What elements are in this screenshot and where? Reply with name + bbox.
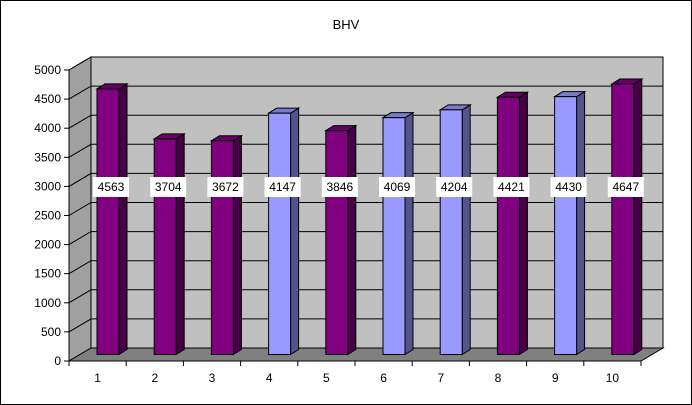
data-label: 3846 xyxy=(321,177,358,197)
bar xyxy=(438,103,472,356)
chart-title: BHV xyxy=(333,17,360,32)
x-tick-label: 10 xyxy=(606,371,620,385)
x-tick-label: 9 xyxy=(552,371,559,385)
data-label: 4647 xyxy=(607,177,644,197)
gridline xyxy=(68,260,663,275)
gridline xyxy=(68,85,663,100)
bar xyxy=(152,133,186,356)
bar xyxy=(266,107,301,356)
x-tick-label: 6 xyxy=(380,371,387,385)
gridline xyxy=(68,202,663,216)
gridline xyxy=(68,318,663,333)
y-tick-label: 3000 xyxy=(34,179,61,193)
bar-front xyxy=(611,83,635,356)
data-labels: 4563 3704 3672 4147 3846 4069 4204 4421 4430 4647 xyxy=(93,177,644,197)
data-label: 4430 xyxy=(550,177,587,197)
gridline xyxy=(68,289,663,304)
bar xyxy=(381,111,415,356)
y-tick-label: 1000 xyxy=(34,296,61,310)
x-tick-label: 4 xyxy=(266,371,273,385)
bar-side xyxy=(118,83,128,356)
y-tick-label: 4500 xyxy=(34,92,61,106)
data-label: 3672 xyxy=(207,177,244,197)
x-tick-label: 1 xyxy=(94,371,101,385)
bar xyxy=(209,134,244,356)
bar-side xyxy=(232,134,242,356)
x-tick-label: 5 xyxy=(323,371,330,385)
data-label-box xyxy=(436,177,473,197)
data-label-value: 4147 xyxy=(269,180,296,194)
data-label-box xyxy=(550,177,587,197)
bar-front xyxy=(210,140,234,355)
y-tick-label: 5000 xyxy=(34,63,61,77)
bar-side xyxy=(576,90,586,356)
x-tick-label: 3 xyxy=(209,371,216,385)
bar-front xyxy=(496,96,520,355)
data-label-value: 4647 xyxy=(612,180,639,194)
gridline xyxy=(68,56,663,71)
x-tick-label: 2 xyxy=(151,371,158,385)
data-label-box xyxy=(321,177,358,197)
data-label-value: 4204 xyxy=(441,180,468,194)
bar-side xyxy=(347,124,357,356)
y-tick-label: 2000 xyxy=(34,238,61,252)
data-label-box xyxy=(607,177,644,197)
x-tick-label: 7 xyxy=(437,371,444,385)
bar xyxy=(495,91,530,356)
bar xyxy=(95,83,129,356)
bar-side xyxy=(404,111,414,356)
data-label-value: 4430 xyxy=(555,180,582,194)
data-label-box xyxy=(264,177,301,197)
gridline xyxy=(68,143,663,158)
data-label: 4147 xyxy=(264,177,301,197)
y-tick-label: 3500 xyxy=(34,150,61,164)
gridline xyxy=(68,172,663,187)
data-label-box xyxy=(93,177,129,197)
bar-front xyxy=(96,88,120,355)
bar-front xyxy=(382,117,406,355)
data-label: 4421 xyxy=(493,177,530,197)
x-tick-label: 8 xyxy=(495,371,502,385)
data-label: 4204 xyxy=(436,177,473,197)
bar-front xyxy=(439,109,463,356)
data-label: 3704 xyxy=(150,177,187,197)
bar-side xyxy=(633,78,643,356)
gridline xyxy=(68,114,663,129)
y-tick-label: 4000 xyxy=(34,121,61,135)
bar-side xyxy=(518,91,528,356)
bar xyxy=(552,90,587,356)
y-tick-label: 2500 xyxy=(34,209,61,223)
data-label: 4563 xyxy=(93,177,129,197)
data-label-box xyxy=(150,177,187,197)
bar-front xyxy=(325,130,349,355)
data-label-value: 4421 xyxy=(498,180,525,194)
data-label-value: 4069 xyxy=(384,180,411,194)
bar-side xyxy=(461,103,471,356)
bar-front xyxy=(554,96,578,355)
data-label-value: 4563 xyxy=(98,180,125,194)
data-label: 4069 xyxy=(379,177,415,197)
data-label-box xyxy=(379,177,415,197)
bar-side xyxy=(290,107,300,356)
gridlines xyxy=(68,56,663,333)
gridline xyxy=(68,231,663,246)
data-label-value: 3846 xyxy=(326,180,353,194)
axes: 0 500 1000 1500 2000 2500 3000 3500 4000 4500 5000… xyxy=(34,63,642,385)
bar-front xyxy=(268,112,292,355)
bar-front xyxy=(153,138,177,355)
data-label-value: 3672 xyxy=(212,180,239,194)
bar xyxy=(610,78,644,356)
y-tick-label: 1500 xyxy=(34,267,61,281)
y-tick-label: 500 xyxy=(41,325,61,339)
y-tick-label: 0 xyxy=(54,354,61,368)
bar-side xyxy=(175,133,185,356)
data-label-box xyxy=(207,177,244,197)
data-label-value: 3704 xyxy=(155,180,182,194)
bar xyxy=(324,124,358,356)
data-label-box xyxy=(493,177,530,197)
